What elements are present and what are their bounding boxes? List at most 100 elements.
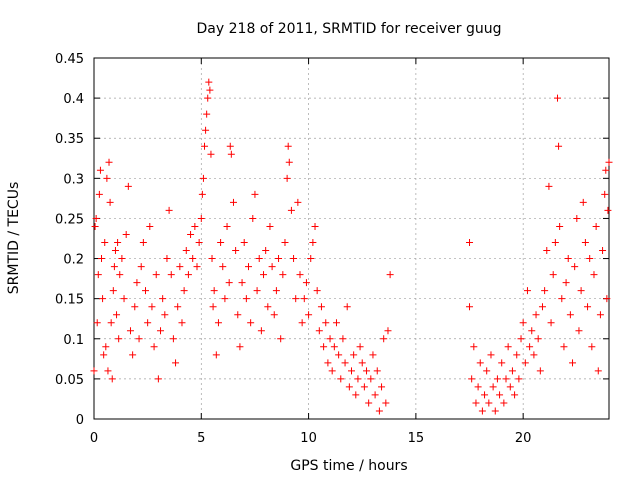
data-point — [517, 335, 525, 343]
data-point — [202, 126, 210, 134]
data-point — [212, 351, 220, 359]
data-point — [217, 239, 225, 247]
data-point — [135, 335, 143, 343]
data-point — [367, 375, 375, 383]
data-point — [324, 359, 332, 367]
data-point — [152, 271, 160, 279]
data-point — [163, 255, 171, 263]
data-point — [144, 319, 152, 327]
y-axis-label: SRMTID / TECUs — [6, 182, 22, 295]
data-point — [581, 239, 589, 247]
data-point — [521, 359, 529, 367]
data-point — [569, 359, 577, 367]
data-point — [234, 311, 242, 319]
data-point — [380, 335, 388, 343]
data-point — [90, 367, 98, 375]
data-point — [538, 303, 546, 311]
x-axis-label: GPS time / hours — [290, 458, 407, 474]
data-point — [236, 343, 244, 351]
data-point — [478, 407, 486, 415]
data-point — [330, 343, 338, 351]
data-point — [255, 255, 263, 263]
data-point — [489, 383, 497, 391]
data-point — [102, 343, 110, 351]
data-point — [169, 335, 177, 343]
data-point — [326, 335, 334, 343]
data-point — [506, 383, 514, 391]
data-point — [116, 271, 124, 279]
data-point — [536, 367, 544, 375]
data-point — [545, 182, 553, 190]
data-point — [240, 239, 248, 247]
data-point — [530, 351, 538, 359]
data-point — [262, 247, 270, 255]
chart-title: Day 218 of 2011, SRMTID for receiver guu… — [197, 21, 502, 37]
data-point — [556, 222, 564, 230]
data-point — [307, 255, 315, 263]
data-point — [284, 142, 292, 150]
y-tick-label: 0.1 — [63, 333, 84, 348]
data-point — [157, 327, 165, 335]
data-point — [487, 351, 495, 359]
data-point — [335, 351, 343, 359]
data-point — [184, 271, 192, 279]
data-point — [206, 86, 214, 94]
data-point — [352, 391, 360, 399]
data-point — [95, 190, 103, 198]
data-point — [543, 247, 551, 255]
data-point — [205, 78, 213, 86]
axis-ticks: 0 0.05 0.1 0.15 0.2 0.25 0.3 0.35 0.4 0.45 0 5 10 15 2… — [55, 52, 609, 446]
data-point — [579, 198, 587, 206]
data-point — [275, 255, 283, 263]
data-point — [99, 295, 107, 303]
data-point — [369, 351, 377, 359]
data-point — [343, 303, 351, 311]
data-point — [207, 150, 215, 158]
data-point — [341, 359, 349, 367]
x-tick-label: 0 — [90, 431, 98, 446]
data-point — [309, 239, 317, 247]
data-point — [266, 222, 274, 230]
data-point — [221, 295, 229, 303]
data-point — [118, 255, 126, 263]
data-point — [270, 311, 278, 319]
data-point — [500, 399, 508, 407]
data-point — [242, 295, 250, 303]
y-tick-label: 0.3 — [63, 172, 84, 187]
x-tick-label: 20 — [515, 431, 532, 446]
data-point — [251, 190, 259, 198]
data-point — [378, 383, 386, 391]
data-point — [124, 182, 132, 190]
data-point — [528, 327, 536, 335]
data-point — [371, 391, 379, 399]
data-point — [129, 351, 137, 359]
data-points — [90, 78, 613, 415]
data-point — [305, 311, 313, 319]
data-point — [313, 287, 321, 295]
data-point — [197, 214, 205, 222]
data-point — [204, 94, 212, 102]
data-point — [348, 367, 355, 375]
data-point — [532, 311, 540, 319]
data-point — [180, 287, 188, 295]
y-tick-label: 0.2 — [63, 253, 84, 268]
data-point — [167, 271, 175, 279]
data-point — [526, 343, 534, 351]
data-point — [96, 166, 104, 174]
data-point — [264, 303, 272, 311]
data-point — [502, 375, 510, 383]
data-point — [594, 367, 602, 375]
data-point — [339, 335, 347, 343]
data-point — [298, 319, 306, 327]
data-point — [176, 263, 184, 271]
data-point — [100, 351, 108, 359]
data-point — [603, 295, 611, 303]
data-point — [474, 383, 482, 391]
data-point — [120, 295, 128, 303]
data-point — [491, 407, 499, 415]
data-point — [573, 214, 581, 222]
data-point — [113, 311, 121, 319]
data-point — [229, 198, 237, 206]
data-point — [191, 222, 199, 230]
data-point — [317, 303, 325, 311]
